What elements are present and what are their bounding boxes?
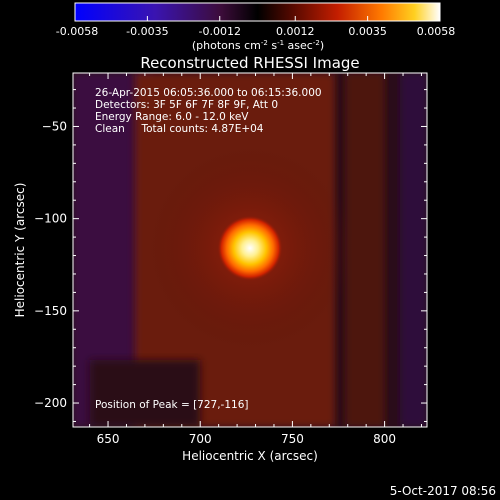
heatmap-image xyxy=(73,73,427,427)
colorbar-frame xyxy=(74,2,441,22)
annotation-line-4: Clean Total counts: 4.87E+04 xyxy=(95,123,264,135)
right-violet-band xyxy=(400,73,427,427)
y-tick-label: −150 xyxy=(34,304,67,318)
annotation-line-1: 26-Apr-2015 06:05:36.000 to 06:15:36.000 xyxy=(95,87,322,99)
colorbar-tick-label: 0.0035 xyxy=(348,25,387,38)
annotation-block: 26-Apr-2015 06:05:36.000 to 06:15:36.000… xyxy=(95,87,322,135)
colorbar-tick-label: -0.0058 xyxy=(56,25,98,38)
chart-title: Reconstructed RHESSI Image xyxy=(140,54,359,72)
annotation-line-2: Detectors: 3F 5F 6F 7F 8F 9F, Att 0 xyxy=(95,99,278,111)
y-tick-label: −200 xyxy=(34,396,67,410)
colorbar-units: (photons cm-2 s-1 asec-2) xyxy=(192,39,324,52)
y-axis-label: Heliocentric Y (arcsec) xyxy=(13,183,27,318)
x-tick-label: 650 xyxy=(97,432,120,446)
colorbar-tick-label: -0.0035 xyxy=(126,25,168,38)
colorbar-tick-labels: -0.0058 -0.0035 -0.0012 0.0012 0.0035 0.0058 xyxy=(56,25,455,38)
lower-dark-patch xyxy=(90,360,200,427)
emission-peak xyxy=(217,215,283,281)
x-axis-ticks: 650 700 750 800 xyxy=(89,73,422,446)
colorbar-tick-label: -0.0012 xyxy=(199,25,241,38)
colorbar-ticks xyxy=(74,16,441,21)
peak-position-label: Position of Peak = [727,-116] xyxy=(95,399,249,411)
plot-frame xyxy=(72,72,428,428)
annotation-line-3: Energy Range: 6.0 - 12.0 keV xyxy=(95,111,249,123)
x-tick-label: 750 xyxy=(281,432,304,446)
colorbar-tick-label: 0.0058 xyxy=(417,25,456,38)
x-tick-label: 800 xyxy=(373,432,396,446)
footer-timestamp: 5-Oct-2017 08:56 xyxy=(390,484,496,498)
x-axis-label: Heliocentric X (arcsec) xyxy=(182,449,318,463)
x-tick-label: 700 xyxy=(189,432,212,446)
y-axis-ticks: −50 −100 −150 −200 xyxy=(34,89,427,422)
y-tick-label: −100 xyxy=(34,212,67,226)
y-tick-label: −50 xyxy=(42,119,67,133)
colorbar xyxy=(75,3,440,21)
colorbar-tick-label: 0.0012 xyxy=(276,25,315,38)
